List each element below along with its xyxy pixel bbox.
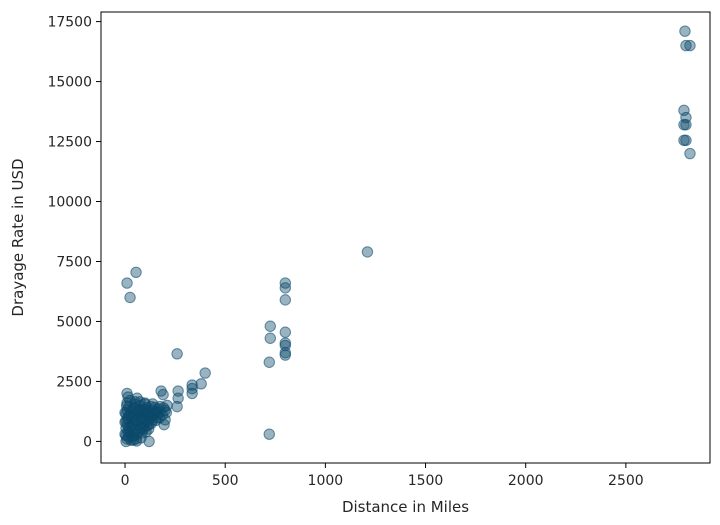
data-point <box>195 378 207 390</box>
data-point <box>279 326 292 338</box>
data-point <box>131 392 143 404</box>
data-point <box>127 434 140 446</box>
y-axis-label: Drayage Rate in USD <box>9 158 27 316</box>
data-point <box>678 104 690 117</box>
data-point <box>142 423 155 435</box>
y-tick-label: 12500 <box>47 135 92 151</box>
data-point <box>172 392 184 404</box>
data-point <box>145 417 158 429</box>
data-point <box>199 367 211 379</box>
data-point <box>186 379 198 391</box>
data-point <box>157 388 169 401</box>
x-tick-label: 1000 <box>308 473 344 489</box>
data-point <box>186 387 198 400</box>
data-point <box>684 147 696 160</box>
y-tick-label: 0 <box>83 434 92 450</box>
data-point <box>146 398 159 410</box>
data-point <box>263 356 275 368</box>
data-point <box>680 134 692 147</box>
data-point <box>279 294 292 306</box>
plot-frame <box>100 11 711 464</box>
data-point <box>279 277 292 289</box>
data-point <box>279 337 292 349</box>
data-point <box>680 119 692 131</box>
x-tick-label: 0 <box>121 473 130 489</box>
x-tick-label: 2500 <box>608 473 644 489</box>
data-point <box>264 320 276 332</box>
y-tick-label: 10000 <box>47 195 92 211</box>
data-point <box>263 428 275 440</box>
data-point <box>679 25 691 37</box>
x-tick-label: 2000 <box>508 473 544 489</box>
x-tick-label: 500 <box>212 473 239 489</box>
data-point <box>680 39 692 52</box>
data-point <box>361 246 374 258</box>
data-point <box>122 391 134 403</box>
data-point <box>135 405 148 417</box>
data-point <box>264 332 276 344</box>
x-tick-label: 1500 <box>408 473 444 489</box>
data-point <box>161 399 173 412</box>
data-point <box>130 266 142 278</box>
scatter-points <box>119 25 696 448</box>
y-tick-label: 2500 <box>56 374 92 390</box>
data-point <box>124 291 136 304</box>
x-axis-label: Distance in Miles <box>342 498 469 516</box>
axis-ticks: 0 500 1000 1500 2000 2500 0 2500 5000 7500 10000 12… <box>47 15 643 489</box>
data-point <box>171 348 183 360</box>
data-point <box>121 277 133 289</box>
data-point <box>684 39 696 52</box>
y-tick-label: 7500 <box>56 254 92 270</box>
y-tick-label: 5000 <box>56 314 92 330</box>
y-tick-label: 15000 <box>47 75 92 91</box>
data-point <box>129 414 142 426</box>
data-point <box>171 400 183 413</box>
y-tick-label: 17500 <box>47 15 92 31</box>
